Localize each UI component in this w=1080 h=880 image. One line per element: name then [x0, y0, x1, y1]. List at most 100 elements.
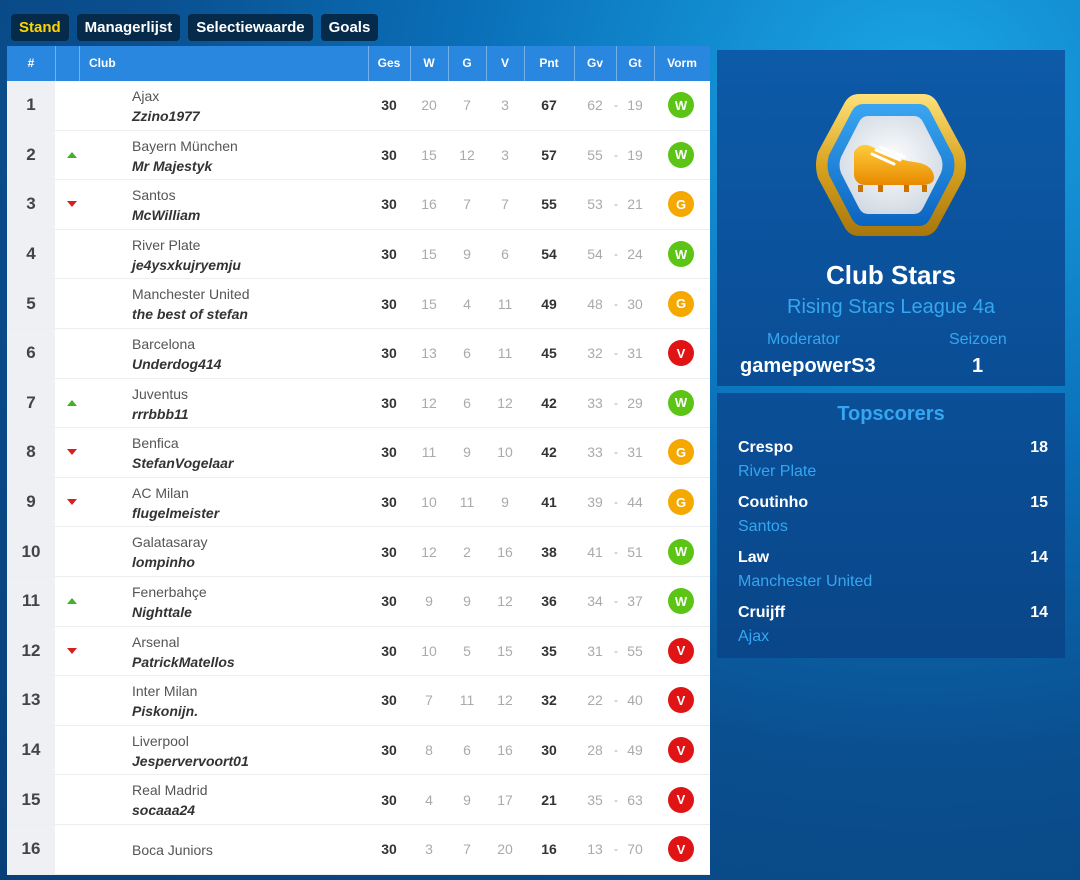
row-g: 7 — [463, 196, 471, 213]
club-name[interactable]: Real Madrid — [132, 782, 208, 799]
row-pnt: 49 — [541, 295, 557, 312]
topscorer-club[interactable]: Manchester United — [738, 573, 873, 590]
row-w: 10 — [421, 642, 437, 659]
club-name[interactable]: Manchester United — [132, 286, 250, 303]
topscorer-goals: 15 — [1030, 494, 1048, 511]
row-pnt: 38 — [541, 543, 557, 560]
tab-selectiewaarde[interactable]: Selectiewaarde — [188, 14, 313, 41]
table-row[interactable]: 2 Bayern München Mr Majestyk 30 15 12 3 57 55 19-… — [7, 130, 710, 181]
manager-name[interactable]: lompinho — [132, 554, 195, 571]
table-row[interactable]: 5 Manchester United the best of stefan 30 15… — [7, 279, 710, 329]
club-name[interactable]: Inter Milan — [132, 683, 198, 700]
club-name[interactable]: Fenerbahçe — [132, 583, 207, 600]
row-ges: 30 — [381, 394, 397, 411]
manager-name[interactable]: Piskonijn. — [132, 703, 199, 720]
club-name[interactable]: Liverpool — [132, 732, 189, 749]
season-label: Seizoen — [949, 331, 1007, 348]
header-gt[interactable]: Gt — [628, 56, 642, 70]
row-w: 15 — [421, 146, 437, 163]
row-g: 11 — [459, 494, 475, 511]
row-gv: 34 — [587, 593, 603, 610]
trend-down-icon — [67, 201, 77, 208]
row-gv: 54 — [587, 246, 603, 263]
club-name[interactable]: Barcelona — [132, 335, 196, 352]
topscorer-club[interactable]: Ajax — [738, 628, 770, 645]
row-gv: 48 — [587, 295, 603, 312]
manager-name[interactable]: Jespervervoort01 — [132, 752, 249, 769]
manager-name[interactable]: rrrbbb11 — [132, 405, 189, 422]
table-row[interactable]: 1 Ajax Zzino1977 30 20 7 3 67 62 19- W — [7, 81, 710, 131]
topscorer-name[interactable]: Law — [738, 549, 770, 566]
league-name[interactable]: Rising Stars League 4a — [787, 296, 995, 318]
row-gv: 32 — [587, 345, 603, 362]
manager-name[interactable]: Mr Majestyk — [132, 157, 213, 174]
row-position: 15 — [7, 775, 55, 824]
header-w[interactable]: W — [423, 56, 435, 70]
row-w: 15 — [421, 246, 437, 263]
table-row[interactable]: 13 Inter Milan Piskonijn. 30 7 11 12 32 22 40- V — [7, 676, 710, 726]
moderator-name[interactable]: gamepowerS3 — [740, 355, 876, 377]
table-row[interactable]: 9 AC Milan flugelmeister 30 10 11 9 41 39 44- G — [7, 477, 710, 528]
header-gv[interactable]: Gv — [586, 56, 603, 70]
row-ges: 30 — [381, 791, 397, 808]
club-name[interactable]: Benfica — [132, 435, 179, 452]
manager-name[interactable]: McWilliam — [132, 207, 201, 224]
trend-up-icon — [67, 399, 77, 406]
row-gt: 37 — [627, 593, 643, 610]
topscorer-name[interactable]: Crespo — [738, 439, 794, 456]
row-ges: 30 — [381, 742, 397, 759]
form-badge: V — [668, 737, 694, 764]
header-v[interactable]: V — [500, 56, 509, 70]
table-row[interactable]: 3 Santos McWilliam 30 16 7 7 55 53 21- G — [7, 180, 710, 230]
club-name[interactable]: AC Milan — [132, 484, 189, 501]
manager-name[interactable]: Nighttale — [132, 603, 192, 620]
table-row[interactable]: 7 Juventus rrrbbb11 30 12 6 12 42 33 29- W — [7, 378, 710, 429]
row-gt: 55 — [627, 642, 643, 659]
header-ges[interactable]: Ges — [377, 56, 401, 70]
club-name[interactable]: River Plate — [132, 236, 201, 253]
tab-stand[interactable]: Stand — [11, 14, 69, 41]
tab-managerlijst[interactable]: Managerlijst — [76, 14, 181, 41]
club-name[interactable]: Arsenal — [132, 633, 180, 650]
table-row[interactable]: 12 Arsenal PatrickMatellos 30 10 5 15 35 31 55- V — [7, 626, 710, 677]
row-position: 14 — [7, 725, 55, 775]
row-g: 9 — [463, 593, 471, 610]
manager-name[interactable]: socaaa24 — [132, 802, 196, 819]
topscorer-name[interactable]: Coutinho — [738, 494, 809, 511]
manager-name[interactable]: je4ysxkujryemju — [132, 256, 241, 273]
manager-name[interactable]: Underdog414 — [132, 355, 222, 372]
club-name[interactable]: Santos — [132, 187, 176, 204]
club-name[interactable]: Ajax — [132, 88, 160, 104]
row-club-cell: Arsenal PatrickMatellos — [132, 633, 367, 673]
row-position: 9 — [7, 477, 55, 527]
header-club[interactable]: Club — [89, 56, 116, 70]
manager-name[interactable]: Zzino1977 — [132, 108, 200, 124]
row-pnt: 67 — [541, 97, 557, 114]
topscorer-club[interactable]: River Plate — [738, 463, 817, 480]
club-name[interactable]: Galatasaray — [132, 534, 208, 551]
club-name[interactable]: Boca Juniors — [132, 841, 213, 858]
header-g[interactable]: G — [462, 56, 472, 70]
table-row[interactable]: 15 Real Madrid socaaa24 30 4 9 17 21 35 63- V — [7, 775, 710, 825]
table-row[interactable]: 14 Liverpool Jespervervoort01 30 8 6 16 30 28 49-… — [7, 725, 710, 776]
header-pnt[interactable]: Pnt — [539, 56, 559, 70]
topscorer-club[interactable]: Santos — [738, 518, 788, 535]
table-row[interactable]: 6 Barcelona Underdog414 30 13 6 11 45 32 31- V — [7, 328, 710, 379]
row-v: 12 — [497, 593, 513, 610]
row-pnt: 42 — [541, 444, 557, 461]
table-row[interactable]: 10 Galatasaray lompinho 30 12 2 16 38 41 51- W — [7, 527, 710, 577]
club-name[interactable]: Bayern München — [132, 137, 238, 154]
manager-name[interactable]: StefanVogelaar — [132, 455, 234, 472]
table-row[interactable]: 8 Benfica StefanVogelaar 30 11 9 10 42 33 31- G — [7, 428, 710, 478]
row-v: 9 — [501, 494, 509, 511]
tab-goals[interactable]: Goals — [320, 14, 379, 41]
table-row[interactable]: 11 Fenerbahçe Nighttale 30 9 9 12 36 34 37- W — [7, 576, 710, 627]
row-gt: 44 — [627, 494, 643, 511]
table-row[interactable]: 4 River Plate je4ysxkujryemju 30 15 9 6 54 54 24-… — [7, 229, 710, 280]
topscorer-name[interactable]: Cruijff — [738, 604, 786, 621]
table-row[interactable]: 16 Boca Juniors 30 3 7 20 16 13 70- V — [7, 824, 710, 875]
manager-name[interactable]: flugelmeister — [132, 504, 220, 521]
club-name[interactable]: Juventus — [132, 385, 189, 402]
manager-name[interactable]: the best of stefan — [132, 306, 248, 323]
manager-name[interactable]: PatrickMatellos — [132, 653, 235, 670]
